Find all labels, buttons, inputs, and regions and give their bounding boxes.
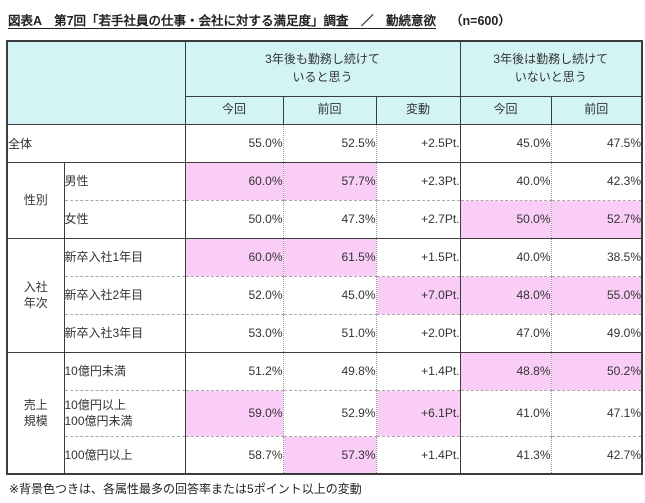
value-cell: 50.0% xyxy=(184,199,283,238)
value-cell: 57.7% xyxy=(282,161,376,200)
value-cell: 47.5% xyxy=(550,123,642,162)
sample-size: （n=600） xyxy=(450,14,511,28)
value-cell: 49.0% xyxy=(550,313,642,352)
value-cell: +2.5Pt. xyxy=(375,123,460,162)
table-row-year1: 入社 年次 新卒入社1年目 60.0% 61.5% +1.5Pt. 40.0% … xyxy=(7,237,642,352)
table-row-sales-medium: 10億円以上 100億円未満 59.0% 52.9% +6.1Pt. 41.0%… xyxy=(7,389,642,436)
value-cell: 40.0% xyxy=(459,161,551,200)
value-cell: 41.3% xyxy=(459,435,551,474)
value-cell: 52.7% xyxy=(550,199,642,238)
value-cell: +2.7Pt. xyxy=(375,199,460,238)
value-cell: 47.1% xyxy=(550,389,642,436)
column-group-will-continue: 3年後も勤務し続けて いると思う xyxy=(184,40,461,97)
column-group-will-not-continue: 3年後は勤務し続けて いないと思う xyxy=(459,40,643,97)
corner-cell xyxy=(6,40,186,125)
table-row-male: 性別 男性 60.0% 57.7% +2.3Pt. 40.0% 42.3% xyxy=(7,161,642,238)
value-cell: 49.8% xyxy=(282,351,376,390)
value-cell: 47.3% xyxy=(282,199,376,238)
value-cell: 45.0% xyxy=(282,275,376,314)
sub-label: 新卒入社2年目 xyxy=(63,275,186,314)
value-cell: 58.7% xyxy=(184,435,283,474)
sub-label: 10億円未満 xyxy=(63,351,186,390)
group-label-tenure: 入社 年次 xyxy=(7,237,65,352)
group-label-gender: 性別 xyxy=(7,161,65,238)
col-header-previous-1: 前回 xyxy=(282,95,377,125)
value-cell: 38.5% xyxy=(550,237,642,276)
col-header-change: 変動 xyxy=(375,95,461,125)
table-row-year3: 新卒入社3年目 53.0% 51.0% +2.0Pt. 47.0% 49.0% xyxy=(7,313,642,352)
value-cell: 55.0% xyxy=(550,275,642,314)
value-cell: 48.0% xyxy=(459,275,551,314)
value-cell: 47.0% xyxy=(459,313,551,352)
table-row-overall: 全体 55.0% 52.5% +2.5Pt. 45.0% 47.5% xyxy=(7,123,642,162)
value-cell: 45.0% xyxy=(459,123,551,162)
group-label-sales: 売上 規模 xyxy=(7,351,65,474)
figure-title-text: 図表A 第7回「若手社員の仕事・会社に対する満足度」調査 ／ 勤続意欲 xyxy=(8,14,437,28)
value-cell: 55.0% xyxy=(184,123,283,162)
footnote: ※背景色つきは、各属性最多の回答率または5ポイント以上の変動 xyxy=(9,482,362,496)
value-cell: +1.4Pt. xyxy=(375,351,460,390)
value-cell: +1.4Pt. xyxy=(375,435,460,474)
value-cell: 52.9% xyxy=(282,389,376,436)
value-cell: 48.8% xyxy=(459,351,551,390)
value-cell: +2.0Pt. xyxy=(375,313,460,352)
value-cell: 57.3% xyxy=(282,435,376,474)
table-row-female: 女性 50.0% 47.3% +2.7Pt. 50.0% 52.7% xyxy=(7,199,642,238)
value-cell: 42.7% xyxy=(550,435,642,474)
value-cell: 60.0% xyxy=(184,161,283,200)
col-header-current-2: 今回 xyxy=(459,95,552,125)
sub-label: 10億円以上 100億円未満 xyxy=(63,389,186,436)
sub-label: 男性 xyxy=(63,161,186,200)
sub-label: 100億円以上 xyxy=(63,435,186,474)
value-cell: 51.2% xyxy=(184,351,283,390)
value-cell: 50.2% xyxy=(550,351,642,390)
value-cell: 52.0% xyxy=(184,275,283,314)
value-cell: 51.0% xyxy=(282,313,376,352)
value-cell: +1.5Pt. xyxy=(375,237,460,276)
value-cell: +6.1Pt. xyxy=(375,389,460,436)
row-label: 全体 xyxy=(7,123,186,162)
value-cell: +7.0Pt. xyxy=(375,275,460,314)
col-header-previous-2: 前回 xyxy=(550,95,643,125)
col-header-current-1: 今回 xyxy=(184,95,284,125)
value-cell: 40.0% xyxy=(459,237,551,276)
table-row-year2: 新卒入社2年目 52.0% 45.0% +7.0Pt. 48.0% 55.0% xyxy=(7,275,642,314)
value-cell: 50.0% xyxy=(459,199,551,238)
value-cell: 42.3% xyxy=(550,161,642,200)
value-cell: 41.0% xyxy=(459,389,551,436)
table-row-sales-large: 100億円以上 58.7% 57.3% +1.4Pt. 41.3% 42.7% xyxy=(7,435,642,474)
value-cell: +2.3Pt. xyxy=(375,161,460,200)
sub-label: 女性 xyxy=(63,199,186,238)
table-row-sales-small: 売上 規模 10億円未満 51.2% 49.8% +1.4Pt. 48.8% 5… xyxy=(7,351,642,474)
value-cell: 53.0% xyxy=(184,313,283,352)
value-cell: 59.0% xyxy=(184,389,283,436)
sub-label: 新卒入社1年目 xyxy=(63,237,186,276)
header-sub-row: 今回 前回 変動 今回 前回 xyxy=(7,95,643,125)
sub-label: 新卒入社3年目 xyxy=(63,313,186,352)
value-cell: 61.5% xyxy=(282,237,376,276)
figure-title: 図表A 第7回「若手社員の仕事・会社に対する満足度」調査 ／ 勤続意欲 （n=60… xyxy=(8,10,641,29)
survey-results-table: 3年後も勤務し続けて いると思う 3年後は勤務し続けて いないと思う 今回 前回… xyxy=(6,40,643,475)
header-group-row: 3年後も勤務し続けて いると思う 3年後は勤務し続けて いないと思う xyxy=(6,40,643,125)
value-cell: 52.5% xyxy=(282,123,376,162)
value-cell: 60.0% xyxy=(184,237,283,276)
